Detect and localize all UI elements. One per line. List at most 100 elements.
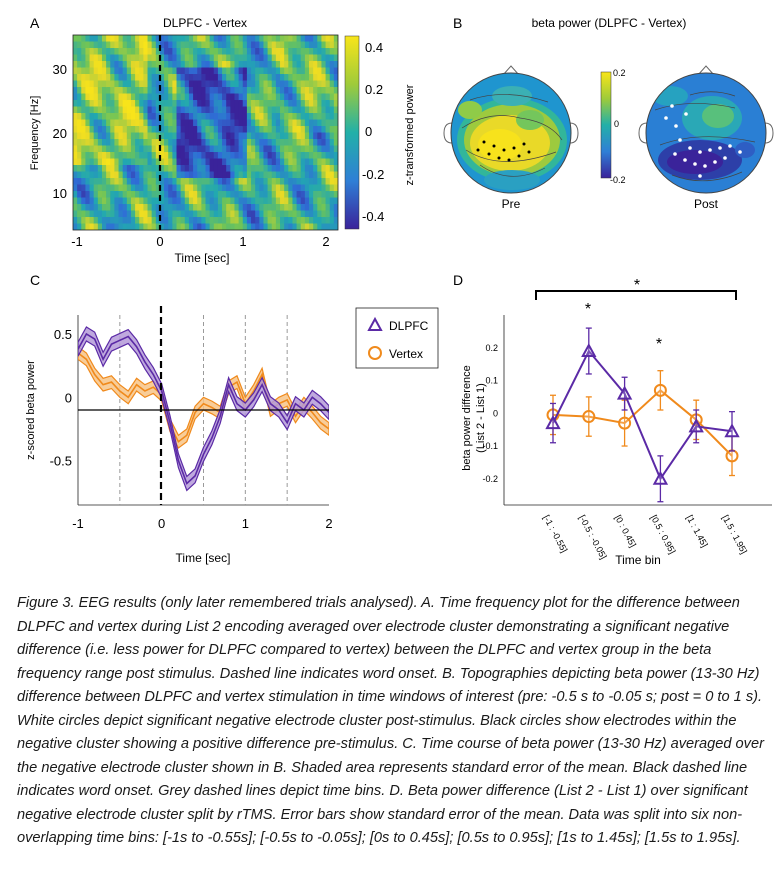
heatmap-cell [172, 204, 178, 212]
heatmap-cell [246, 132, 252, 140]
heatmap-cell [230, 126, 236, 134]
heatmap-cell [118, 145, 124, 153]
heatmap-cell [242, 217, 248, 225]
heatmap-cell [304, 145, 310, 153]
heatmap-cell [317, 217, 323, 225]
heatmap-cell [259, 100, 265, 108]
heatmap-cell [201, 132, 207, 140]
heatmap-cell [329, 80, 335, 88]
heatmap-cell [259, 184, 265, 192]
heatmap-cell [172, 41, 178, 49]
heatmap-cell [275, 35, 281, 43]
heatmap-cell [246, 152, 252, 160]
heatmap-cell [280, 74, 285, 82]
heatmap-cell [73, 165, 78, 173]
heatmap-cell [73, 41, 78, 49]
heatmap-cell [321, 93, 327, 101]
dlpfc-point [724, 423, 740, 438]
heatmap-cell [159, 139, 165, 147]
heatmap-cell [275, 54, 281, 62]
heatmap-cell [164, 48, 169, 56]
heatmap-cell [317, 87, 323, 95]
heatmap-cell [205, 191, 211, 199]
heatmap-cell [251, 178, 256, 186]
heatmap-cell [151, 35, 157, 43]
heatmap-cell [197, 132, 202, 140]
heatmap-cell [110, 184, 116, 192]
heatmap-cell [73, 145, 78, 153]
heatmap-cell [213, 197, 219, 205]
heatmap-cell [114, 139, 120, 147]
heatmap-cell [180, 145, 186, 153]
heatmap-cell [197, 197, 202, 205]
heatmap-cell [118, 165, 124, 173]
heatmap-cell [85, 106, 91, 114]
heatmap-cell [184, 126, 190, 134]
heatmap-cell [217, 119, 223, 127]
heatmap-cell [93, 165, 99, 173]
heatmap-cell [110, 54, 116, 62]
heatmap-cell [288, 178, 294, 186]
heatmap-cell [267, 165, 273, 173]
heatmap-cell [122, 61, 128, 69]
heatmap-cell [77, 67, 82, 75]
heatmap-cell [77, 41, 82, 49]
heatmap-cell [296, 93, 302, 101]
heatmap-cell [81, 106, 87, 114]
heatmap-cell [263, 87, 269, 95]
heatmap-cell [325, 158, 331, 166]
heatmap-cell [197, 152, 202, 160]
heatmap-cell [238, 113, 244, 121]
heatmap-cell [259, 67, 265, 75]
heatmap-cell [106, 223, 111, 230]
heatmap-cell [139, 100, 144, 108]
heatmap-cell [93, 87, 99, 95]
heatmap-cell [97, 93, 103, 101]
heatmap-cell [205, 145, 211, 153]
heatmap-cell [296, 165, 302, 173]
heatmap-cell [259, 113, 265, 121]
heatmap-cell [126, 113, 132, 121]
heatmap-cell [85, 152, 91, 160]
heatmap-cell [184, 191, 190, 199]
panel-d-letter: D [453, 272, 463, 288]
heatmap-cell [280, 171, 285, 179]
heatmap-cell [89, 100, 95, 108]
heatmap-cell [73, 113, 78, 121]
heatmap-cell [238, 87, 244, 95]
heatmap-cell [97, 184, 103, 192]
heatmap-cell [77, 152, 82, 160]
legend-dlpfc-label: DLPFC [389, 319, 429, 333]
heatmap-cell [93, 35, 99, 43]
heatmap-cell [201, 223, 207, 230]
heatmap-cell [304, 41, 310, 49]
heatmap-cell [300, 93, 306, 101]
heatmap-cell [325, 74, 331, 82]
heatmap-cell [246, 54, 252, 62]
heatmap-cell [259, 41, 265, 49]
heatmap-cell [197, 54, 202, 62]
heatmap-cell [267, 152, 273, 160]
heatmap-cell [110, 61, 116, 69]
heatmap-cell [321, 210, 327, 218]
heatmap-cell [251, 67, 256, 75]
heatmap-cell [97, 87, 103, 95]
heatmap-cell [226, 100, 231, 108]
heatmap-cell [159, 165, 165, 173]
heatmap-cell [317, 100, 323, 108]
heatmap-cell [309, 158, 314, 166]
heatmap-cell [296, 61, 302, 69]
heatmap-cell [139, 197, 144, 205]
heatmap-cell [81, 145, 87, 153]
heatmap-cell [246, 165, 252, 173]
heatmap-cell [89, 54, 95, 62]
heatmap-cell [130, 204, 136, 212]
heatmap-cell [304, 61, 310, 69]
heatmap-cell [97, 106, 103, 114]
heatmap-cell [321, 171, 327, 179]
heatmap-cell [292, 132, 298, 140]
heatmap-cell [304, 139, 310, 147]
heatmap-cell [155, 171, 161, 179]
heatmap-cell [329, 87, 335, 95]
heatmap-cell [205, 204, 211, 212]
